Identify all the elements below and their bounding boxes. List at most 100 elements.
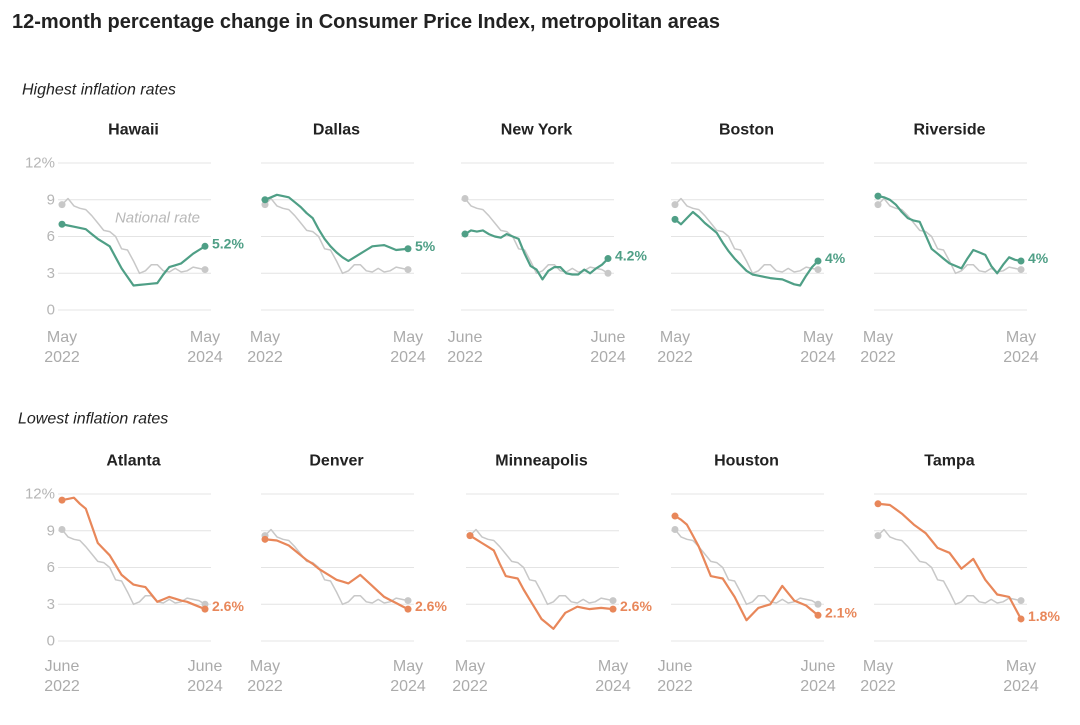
end-dot (671, 512, 679, 520)
end-dot (874, 201, 882, 209)
x-tick-label: May 2022 (657, 329, 693, 366)
end-dot (604, 255, 612, 263)
panel-title: New York (501, 122, 573, 139)
value-label: 4% (825, 250, 846, 266)
end-dot (814, 266, 822, 274)
end-dot (404, 245, 412, 253)
end-dot (874, 192, 882, 200)
value-label: 2.6% (415, 598, 447, 614)
panel-title: Tampa (924, 453, 974, 470)
series-line (61, 496, 206, 611)
series-line (877, 528, 1022, 606)
end-dot (201, 600, 209, 608)
end-dot (404, 605, 412, 613)
value-label: 2.6% (620, 598, 652, 614)
end-dot (261, 535, 269, 543)
end-dot (58, 526, 66, 534)
x-tick-label: May 2024 (390, 329, 426, 366)
end-dot (201, 242, 209, 250)
x-tick-label: June 2022 (447, 329, 483, 366)
panel-title: Hawaii (108, 122, 159, 139)
y-tick-label: 6 (47, 228, 55, 245)
series-line (61, 529, 206, 606)
x-tick-label: May 2022 (44, 329, 80, 366)
end-dot (461, 195, 469, 203)
end-dot (58, 201, 66, 209)
end-dot (609, 605, 617, 613)
end-dot (671, 201, 679, 209)
end-dot (404, 597, 412, 605)
end-dot (874, 532, 882, 540)
x-tick-label: June 2022 (44, 658, 80, 695)
series-line (674, 515, 819, 622)
end-dot (58, 220, 66, 228)
end-dot (201, 266, 209, 274)
x-tick-label: May 2024 (1003, 658, 1039, 695)
x-tick-label: May 2022 (247, 329, 283, 366)
value-label: 5.2% (212, 235, 244, 251)
series-line (264, 528, 409, 606)
series-line (464, 198, 609, 275)
panel-title: Houston (714, 453, 779, 470)
value-label: 2.1% (825, 604, 857, 620)
series-line (464, 229, 609, 281)
end-dot (1017, 257, 1025, 265)
end-dot (604, 269, 612, 277)
end-dot (671, 526, 679, 534)
panel-title: Riverside (913, 122, 985, 139)
x-tick-label: June 2024 (590, 329, 626, 366)
page-title: 12-month percentage change in Consumer P… (12, 11, 720, 33)
end-dot (671, 215, 679, 223)
y-tick-label: 12% (25, 486, 55, 503)
y-tick-label: 12% (25, 155, 55, 172)
end-dot (814, 600, 822, 608)
x-tick-label: May 2022 (860, 329, 896, 366)
panel-title: Atlanta (106, 453, 160, 470)
y-tick-label: 9 (47, 191, 55, 208)
end-dot (58, 496, 66, 504)
x-tick-label: May 2024 (1003, 329, 1039, 366)
y-tick-label: 9 (47, 522, 55, 539)
y-tick-label: 0 (47, 302, 55, 319)
y-tick-label: 6 (47, 559, 55, 576)
y-tick-label: 3 (47, 265, 55, 282)
x-tick-label: May 2024 (187, 329, 223, 366)
end-dot (1017, 266, 1025, 274)
end-dot (874, 500, 882, 508)
series-line (877, 195, 1022, 275)
panel-title: Dallas (313, 122, 360, 139)
value-label: 4.2% (615, 248, 647, 264)
series-line (264, 197, 409, 275)
end-dot (814, 611, 822, 619)
annotation: National rate (115, 210, 200, 227)
x-tick-label: May 2022 (860, 658, 896, 695)
value-label: 4% (1028, 250, 1049, 266)
end-dot (814, 257, 822, 265)
x-tick-label: May 2024 (595, 658, 631, 695)
x-tick-label: May 2022 (452, 658, 488, 695)
y-tick-label: 0 (47, 633, 55, 650)
end-dot (201, 605, 209, 613)
end-dot (1017, 615, 1025, 623)
section-label: Highest inflation rates (22, 82, 176, 99)
x-tick-label: June 2024 (187, 658, 223, 695)
series-line (469, 534, 614, 630)
series-line (61, 197, 206, 275)
panel-title: Minneapolis (495, 453, 588, 470)
x-tick-label: June 2022 (657, 658, 693, 695)
end-dot (404, 266, 412, 274)
value-label: 1.8% (1028, 608, 1060, 624)
end-dot (461, 230, 469, 238)
x-tick-label: May 2024 (390, 658, 426, 695)
value-label: 2.6% (212, 598, 244, 614)
series-line (674, 197, 819, 275)
end-dot (466, 532, 474, 540)
series-line (877, 502, 1022, 620)
y-tick-label: 3 (47, 596, 55, 613)
series-line (674, 210, 819, 287)
end-dot (609, 597, 617, 605)
x-tick-label: May 2022 (247, 658, 283, 695)
end-dot (261, 196, 269, 204)
